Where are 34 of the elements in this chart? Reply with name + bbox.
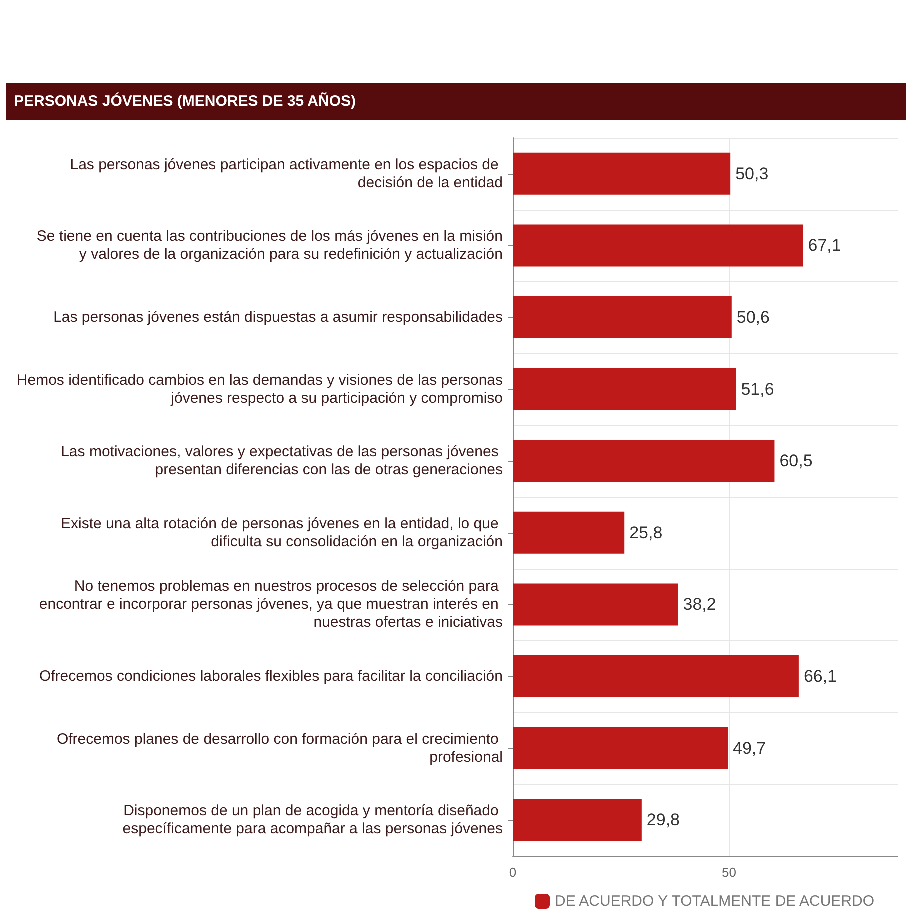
y-tick-label: Las motivaciones, valores y expectativas de las personas jóvenes presentan diferencias con las de otras generaciones [61, 444, 503, 479]
y-tick-label: No tenemos problemas en nuestros procesos de selección para encontrar e incorporar personas jóvenes, ya que muestran interés en nuestras ofertas e iniciativas [39, 578, 503, 632]
text: PERSONAS JÓVENES (MENORES DE 35 AÑOS) [6, 83, 906, 120]
data-label: 67,1 [808, 236, 842, 256]
bar [513, 727, 728, 770]
bar [513, 296, 732, 338]
data-label: 25,8 [630, 523, 663, 542]
y-tick-label: Hemos identificado cambios en las demandas y visiones de las personas jóvenes respecto a su participación y compromiso [16, 372, 503, 407]
y-tick-label: Disponemos de un plan de acogida y mentoría diseñado específicamente para acompañar a las personas jóvenes [122, 802, 503, 838]
bar [513, 656, 799, 698]
bar [513, 368, 736, 410]
data-label: 49,7 [732, 738, 766, 758]
bar [513, 512, 625, 554]
bar [513, 440, 775, 482]
y-tick-label: Existe una alta rotación de personas jóvenes en la entidad, lo que dificulta su consolidación en la organización [61, 515, 503, 550]
data-label: 38,2 [683, 595, 716, 614]
data-label: 29,8 [646, 810, 680, 830]
data-label: 60,5 [780, 452, 813, 471]
bar [513, 152, 731, 195]
legend-label: DE ACUERDO Y TOTALMENTE DE ACUERDO [555, 893, 875, 910]
bar [513, 799, 642, 842]
x-tick-label: 50 [722, 865, 737, 880]
data-label: 50,6 [736, 308, 770, 327]
data-label: 50,3 [736, 164, 769, 184]
data-label: 66,1 [804, 667, 838, 686]
bar [513, 224, 804, 267]
x-tick-label: 0 [509, 865, 517, 880]
y-tick-label: Las personas jóvenes están dispuestas a asumir responsabilidades [54, 309, 503, 326]
y-tick-label: Ofrecemos condiciones laborales flexibles para facilitar la conciliación [39, 668, 503, 685]
data-label: 51,6 [741, 380, 774, 399]
y-tick-label: Se tiene en cuenta las contribuciones de los más jóvenes en la misión y valores de la organización para su redefinición y actualización [36, 228, 503, 264]
y-tick-label: Ofrecemos planes de desarrollo con formación para el crecimiento profesional [56, 730, 503, 766]
y-tick-label: Las personas jóvenes participan activamente en los espacios de decisión de la entidad [70, 156, 503, 192]
bar [513, 584, 678, 626]
